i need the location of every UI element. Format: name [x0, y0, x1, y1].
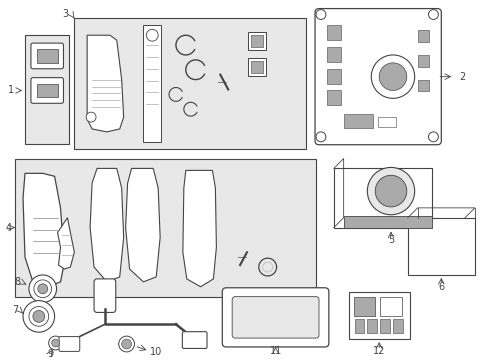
Circle shape — [38, 284, 48, 294]
Circle shape — [51, 339, 59, 347]
Bar — [74, 18, 306, 149]
FancyBboxPatch shape — [31, 78, 64, 103]
Circle shape — [122, 339, 131, 349]
FancyBboxPatch shape — [31, 43, 64, 69]
Circle shape — [23, 301, 54, 332]
Text: 10: 10 — [150, 347, 162, 357]
Text: 12: 12 — [373, 346, 385, 356]
FancyBboxPatch shape — [315, 9, 441, 145]
Text: 3: 3 — [62, 9, 69, 18]
Polygon shape — [87, 35, 123, 132]
Bar — [343, 114, 373, 128]
Circle shape — [29, 306, 49, 326]
Text: 7: 7 — [12, 306, 18, 315]
Bar — [15, 158, 316, 297]
Circle shape — [49, 336, 63, 350]
Text: 5: 5 — [388, 235, 394, 246]
Circle shape — [29, 275, 56, 302]
Bar — [354, 319, 365, 333]
Bar — [248, 58, 266, 76]
Bar — [378, 117, 396, 127]
Polygon shape — [57, 218, 74, 269]
Bar — [25, 35, 70, 144]
Bar — [37, 49, 57, 63]
Circle shape — [368, 167, 415, 215]
Bar — [251, 61, 263, 73]
Circle shape — [428, 132, 439, 142]
Bar — [251, 35, 263, 47]
Polygon shape — [183, 170, 217, 287]
Bar — [144, 25, 161, 142]
Circle shape — [33, 310, 45, 322]
Bar — [417, 55, 429, 67]
Circle shape — [371, 55, 415, 98]
Circle shape — [316, 10, 326, 19]
FancyBboxPatch shape — [222, 288, 329, 347]
Text: 9: 9 — [48, 349, 54, 359]
FancyBboxPatch shape — [59, 337, 80, 351]
Circle shape — [119, 336, 135, 352]
Circle shape — [375, 175, 407, 207]
Polygon shape — [125, 168, 160, 282]
Bar — [380, 319, 390, 333]
Bar — [408, 218, 475, 275]
Text: 8: 8 — [14, 277, 20, 287]
Text: 11: 11 — [270, 346, 282, 356]
Bar — [327, 47, 341, 62]
Polygon shape — [90, 168, 123, 282]
Bar — [327, 25, 341, 40]
FancyBboxPatch shape — [182, 332, 207, 348]
Bar — [417, 30, 429, 42]
Bar — [417, 80, 429, 91]
Bar — [327, 90, 341, 105]
Text: 6: 6 — [438, 282, 444, 292]
Bar — [348, 292, 410, 339]
Bar — [368, 319, 377, 333]
FancyBboxPatch shape — [94, 279, 116, 312]
Circle shape — [428, 10, 439, 19]
Bar — [334, 168, 433, 228]
Bar — [37, 84, 57, 97]
Polygon shape — [23, 173, 65, 287]
Bar — [327, 69, 341, 84]
Bar — [380, 297, 402, 316]
Bar — [343, 216, 433, 228]
Bar — [248, 32, 266, 50]
Bar — [393, 319, 403, 333]
Circle shape — [379, 63, 407, 90]
Text: 2: 2 — [459, 72, 466, 82]
Circle shape — [147, 29, 158, 41]
Circle shape — [86, 112, 96, 122]
Text: 4: 4 — [5, 222, 11, 233]
Circle shape — [316, 132, 326, 142]
Bar — [353, 297, 375, 316]
FancyBboxPatch shape — [232, 297, 319, 338]
Circle shape — [34, 280, 51, 298]
Text: 1: 1 — [8, 85, 14, 95]
